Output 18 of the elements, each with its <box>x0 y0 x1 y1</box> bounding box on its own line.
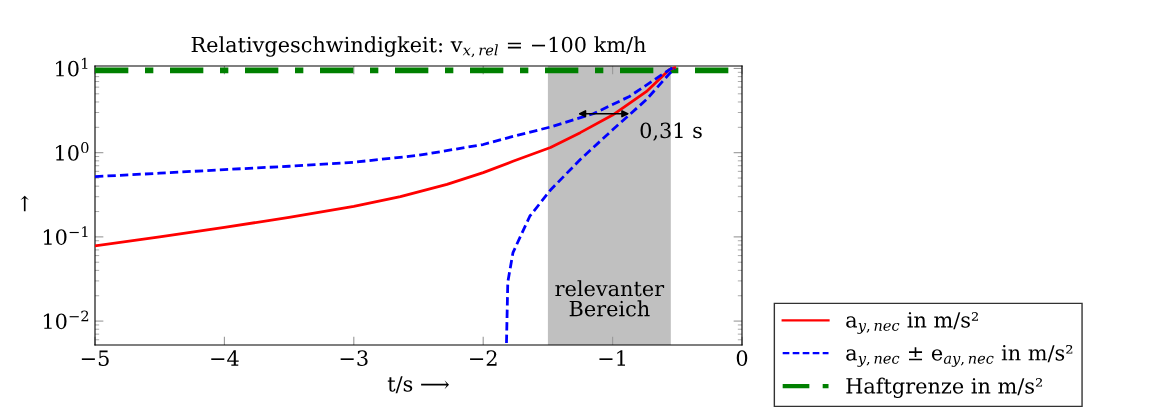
band-label: relevanter Bereich <box>555 280 665 317</box>
x-tick-label: −3 <box>340 350 368 366</box>
y-tick-label: 10$^{−2}$ <box>43 310 89 330</box>
y-tick-label: 10$^{−1}$ <box>43 226 88 245</box>
chart-title: Relativgeschwindigkeit: v$_{x,rel}$ = −100 km/h <box>191 36 646 58</box>
x-axis-title: t/s ⟶ <box>387 376 450 394</box>
x-tick-label: −2 <box>470 350 497 366</box>
y-axis-title: ↑ <box>20 195 29 212</box>
y-tick-label: 10$^{0}$ <box>56 142 89 161</box>
x-tick-label: −4 <box>211 350 239 366</box>
legend-label: a$_{y,nec}$ in m/s² <box>846 311 978 334</box>
x-tick-label: −5 <box>81 350 109 366</box>
x-tick-label: −1 <box>599 350 625 366</box>
annotation: 0,31 s <box>640 122 702 141</box>
x-tick-label: 0 <box>736 350 748 366</box>
y-tick-label: 10$^{1}$ <box>56 57 88 77</box>
legend-label: a$_{y,nec}$ ± e$_{ay,nec}$ in m/s² <box>846 344 1073 367</box>
legend-label: Haftgrenze in m/s² <box>846 377 1043 399</box>
